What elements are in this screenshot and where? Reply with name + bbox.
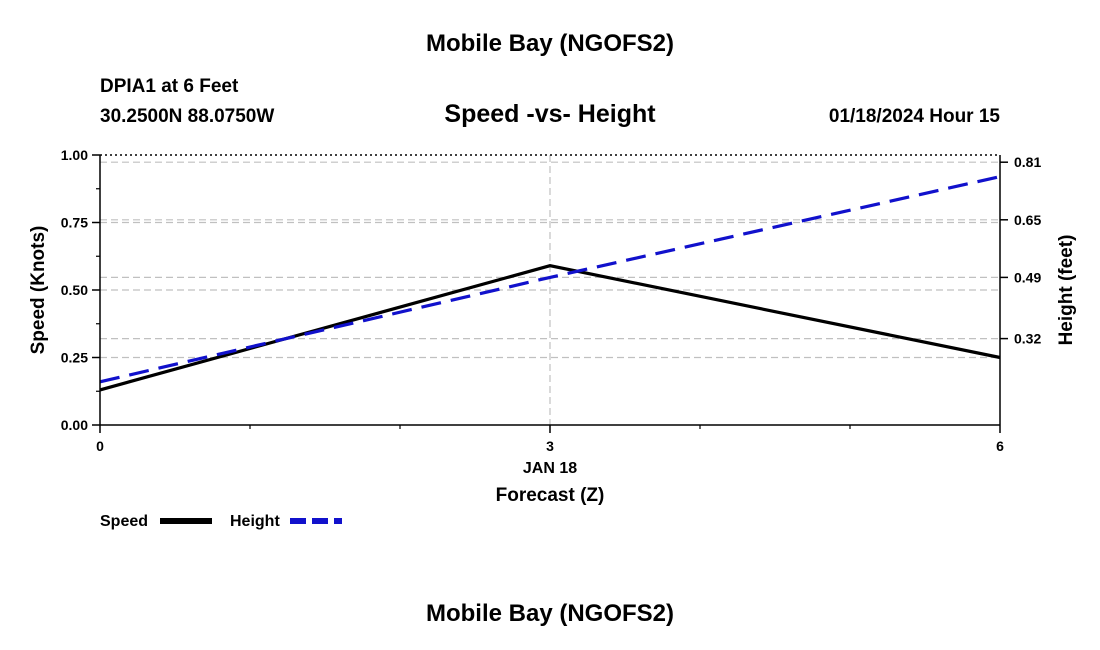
y-left-tick-label-2: 0.50	[61, 282, 88, 298]
series-line-speed	[99, 264, 1001, 392]
y-right-tick-label-3: 0.81	[1014, 154, 1041, 170]
footer-title: Mobile Bay (NGOFS2)	[425, 600, 675, 627]
grid-layer	[100, 155, 1000, 425]
y-right-axis-title: Height (feet)	[1056, 235, 1077, 346]
x-date-label: JAN 18	[523, 460, 577, 477]
y-right-tick-label-0: 0.32	[1014, 331, 1041, 347]
station-label: DPIA1 at 6 Feet	[100, 76, 239, 97]
legend-label-speed: Speed	[100, 513, 148, 530]
y-left-tick-label-3: 0.75	[61, 215, 88, 231]
labels-layer: 0.00 0.25 0.50 0.75 1.00 0.32 0.49 0.65 0.81 0 3 6 J…	[28, 147, 1077, 506]
y-left-tick-label-1: 0.25	[61, 350, 88, 366]
y-left-tick-label-4: 1.00	[61, 147, 88, 163]
x-tick-label-1: 3	[546, 438, 554, 454]
chart-subtitle: Speed -vs- Height	[444, 100, 656, 128]
forecast-datetime: 01/18/2024 Hour 15	[828, 106, 1000, 127]
y-left-tick-label-0: 0.00	[61, 417, 88, 433]
y-left-axis-title: Speed (Knots)	[28, 226, 49, 355]
x-tick-label-2: 6	[996, 438, 1004, 454]
x-axis-title: Forecast (Z)	[496, 485, 605, 506]
x-tick-label-0: 0	[96, 438, 104, 454]
y-right-tick-label-2: 0.65	[1014, 212, 1041, 228]
axes-layer	[92, 154, 1008, 433]
legend-label-height: Height	[230, 513, 280, 530]
main-title: Mobile Bay (NGOFS2)	[425, 30, 675, 57]
legend-layer: Speed Height	[100, 513, 342, 530]
y-right-tick-label-1: 0.49	[1014, 269, 1041, 285]
station-coordinates: 30.2500N 88.0750W	[100, 106, 275, 127]
